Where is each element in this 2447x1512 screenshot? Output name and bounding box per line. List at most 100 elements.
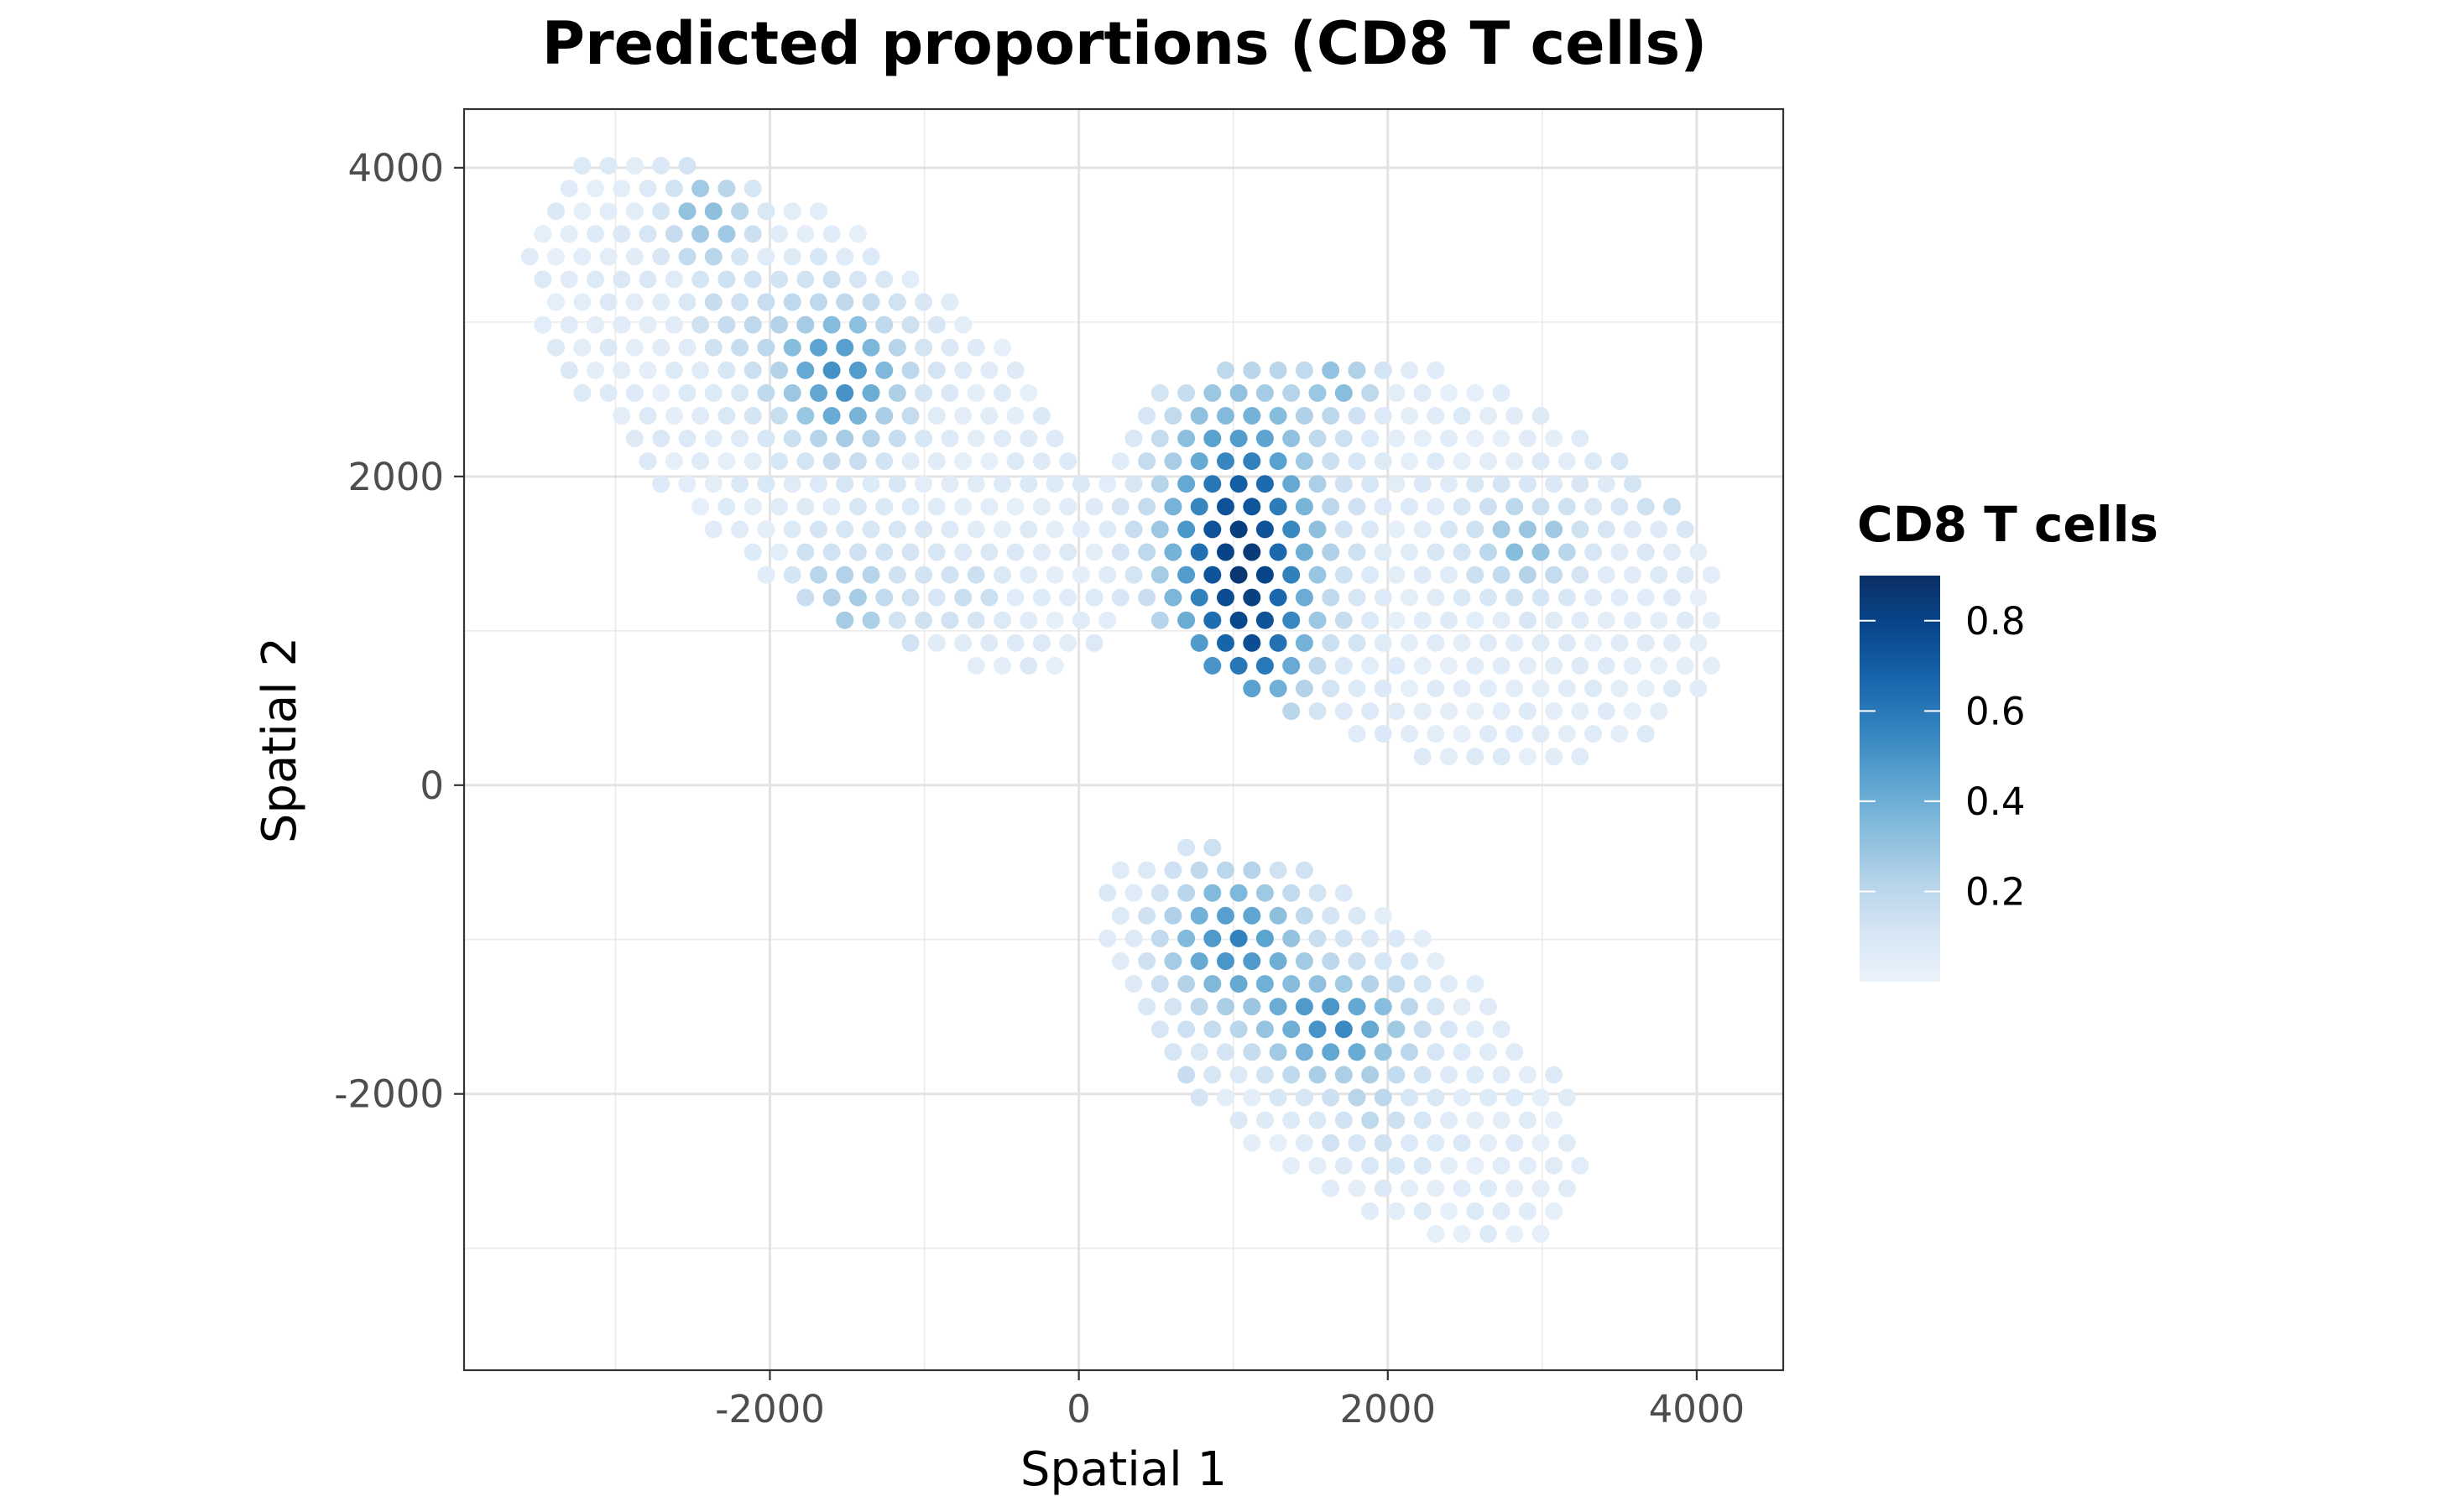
spot-upper-left bbox=[1072, 611, 1090, 629]
spot-lower bbox=[1295, 906, 1313, 925]
spot-upper-right bbox=[1557, 680, 1576, 697]
spot-lower bbox=[1243, 998, 1261, 1016]
spot-upper-right bbox=[1177, 475, 1196, 493]
spot-upper-right bbox=[1676, 611, 1694, 629]
spot-upper-right bbox=[1663, 543, 1681, 561]
spot-upper-left bbox=[994, 656, 1011, 675]
spot-upper-right bbox=[1361, 520, 1380, 539]
spot-upper-left bbox=[1059, 633, 1077, 652]
spot-lower bbox=[1545, 1111, 1563, 1129]
spot-upper-left bbox=[1059, 452, 1077, 471]
spot-upper-right bbox=[1401, 498, 1418, 516]
spot-upper-right bbox=[1427, 680, 1445, 697]
spot-upper-right bbox=[1361, 475, 1380, 493]
spot-upper-left bbox=[967, 475, 985, 493]
spot-lower bbox=[1557, 1179, 1576, 1197]
spot-upper-right bbox=[1453, 452, 1471, 471]
spot-lower bbox=[1217, 952, 1234, 970]
spot-upper-right bbox=[1138, 452, 1156, 471]
spot-upper-right bbox=[1255, 656, 1274, 675]
spot-upper-right bbox=[1282, 702, 1301, 721]
spot-upper-left bbox=[848, 543, 867, 561]
spot-upper-left bbox=[1046, 430, 1064, 447]
spot-upper-right bbox=[1308, 383, 1327, 402]
spot-lower bbox=[1322, 1088, 1340, 1107]
spot-lower bbox=[1361, 975, 1380, 993]
spot-upper-right bbox=[1295, 543, 1313, 561]
spot-upper-right bbox=[1492, 475, 1510, 493]
spot-lower bbox=[1255, 975, 1274, 993]
spot-upper-right bbox=[1636, 633, 1655, 652]
spot-upper-right bbox=[1150, 520, 1169, 539]
spot-upper-left bbox=[783, 520, 801, 539]
spot-upper-left bbox=[836, 611, 854, 629]
spot-lower bbox=[1505, 1179, 1524, 1197]
spot-upper-left bbox=[901, 270, 920, 289]
spot-upper-left bbox=[888, 475, 906, 493]
spot-upper-right bbox=[1269, 633, 1287, 652]
spot-upper-left bbox=[888, 430, 906, 447]
spot-lower bbox=[1138, 998, 1156, 1016]
spot-upper-right bbox=[1334, 702, 1353, 721]
spot-upper-left bbox=[731, 383, 749, 402]
spot-upper-left bbox=[743, 498, 762, 516]
spot-upper-left bbox=[783, 383, 801, 402]
spot-upper-left bbox=[980, 498, 999, 516]
spot-upper-right bbox=[1492, 748, 1510, 766]
spot-upper-right bbox=[1584, 498, 1603, 516]
spot-upper-left bbox=[980, 452, 999, 471]
spot-lower bbox=[1111, 952, 1130, 970]
spot-upper-right bbox=[1190, 498, 1208, 516]
spot-upper-left bbox=[704, 202, 723, 221]
grid-minor bbox=[464, 109, 1783, 1370]
spot-upper-right bbox=[1387, 383, 1406, 402]
spot-upper-left bbox=[901, 498, 920, 516]
spot-upper-left bbox=[941, 611, 959, 629]
spot-upper-left bbox=[770, 407, 788, 425]
spot-upper-right bbox=[1217, 633, 1234, 652]
spot-upper-right bbox=[1531, 680, 1550, 697]
spot-upper-left bbox=[573, 293, 592, 311]
spot-upper-right bbox=[1177, 430, 1196, 447]
spot-lower bbox=[1124, 884, 1143, 902]
spot-upper-left bbox=[810, 475, 827, 493]
spot-lower bbox=[1295, 861, 1313, 879]
spot-upper-left bbox=[783, 202, 801, 221]
spot-upper-left bbox=[678, 475, 697, 493]
spot-upper-right bbox=[1610, 588, 1629, 607]
spot-upper-left bbox=[994, 520, 1011, 539]
y-tick-label: 0 bbox=[420, 764, 444, 808]
spot-upper-left bbox=[875, 498, 894, 516]
spot-lower bbox=[1505, 1134, 1524, 1152]
spot-upper-left bbox=[941, 293, 959, 311]
spot-upper-left bbox=[639, 270, 657, 289]
spot-lower bbox=[1374, 1134, 1392, 1152]
spot-upper-left bbox=[967, 338, 985, 357]
spot-upper-left bbox=[915, 430, 933, 447]
spot-lower bbox=[1203, 884, 1222, 902]
spot-upper-right bbox=[1557, 633, 1576, 652]
spot-lower bbox=[1322, 1134, 1340, 1152]
spot-upper-right bbox=[1138, 543, 1156, 561]
spot-upper-left bbox=[927, 543, 946, 561]
spot-lower bbox=[1479, 1088, 1497, 1107]
spot-lower bbox=[1282, 1156, 1301, 1175]
spot-upper-right bbox=[1229, 475, 1248, 493]
spot-upper-left bbox=[1006, 407, 1025, 425]
spot-upper-right bbox=[1440, 520, 1458, 539]
spot-upper-left bbox=[796, 452, 815, 471]
spot-upper-right bbox=[1689, 633, 1708, 652]
spot-upper-right bbox=[1505, 498, 1524, 516]
spot-upper-left bbox=[822, 452, 841, 471]
spot-upper-right bbox=[1624, 520, 1641, 539]
spot-lower bbox=[1150, 884, 1169, 902]
spot-upper-right bbox=[1624, 475, 1641, 493]
spot-lower bbox=[1190, 861, 1208, 879]
spot-upper-left bbox=[888, 338, 906, 357]
spot-upper-right bbox=[1518, 611, 1537, 629]
spot-upper-left bbox=[534, 315, 552, 334]
spot-upper-left bbox=[822, 498, 841, 516]
spot-upper-right bbox=[1282, 611, 1301, 629]
spot-upper-left bbox=[980, 588, 999, 607]
spot-upper-left bbox=[665, 452, 683, 471]
